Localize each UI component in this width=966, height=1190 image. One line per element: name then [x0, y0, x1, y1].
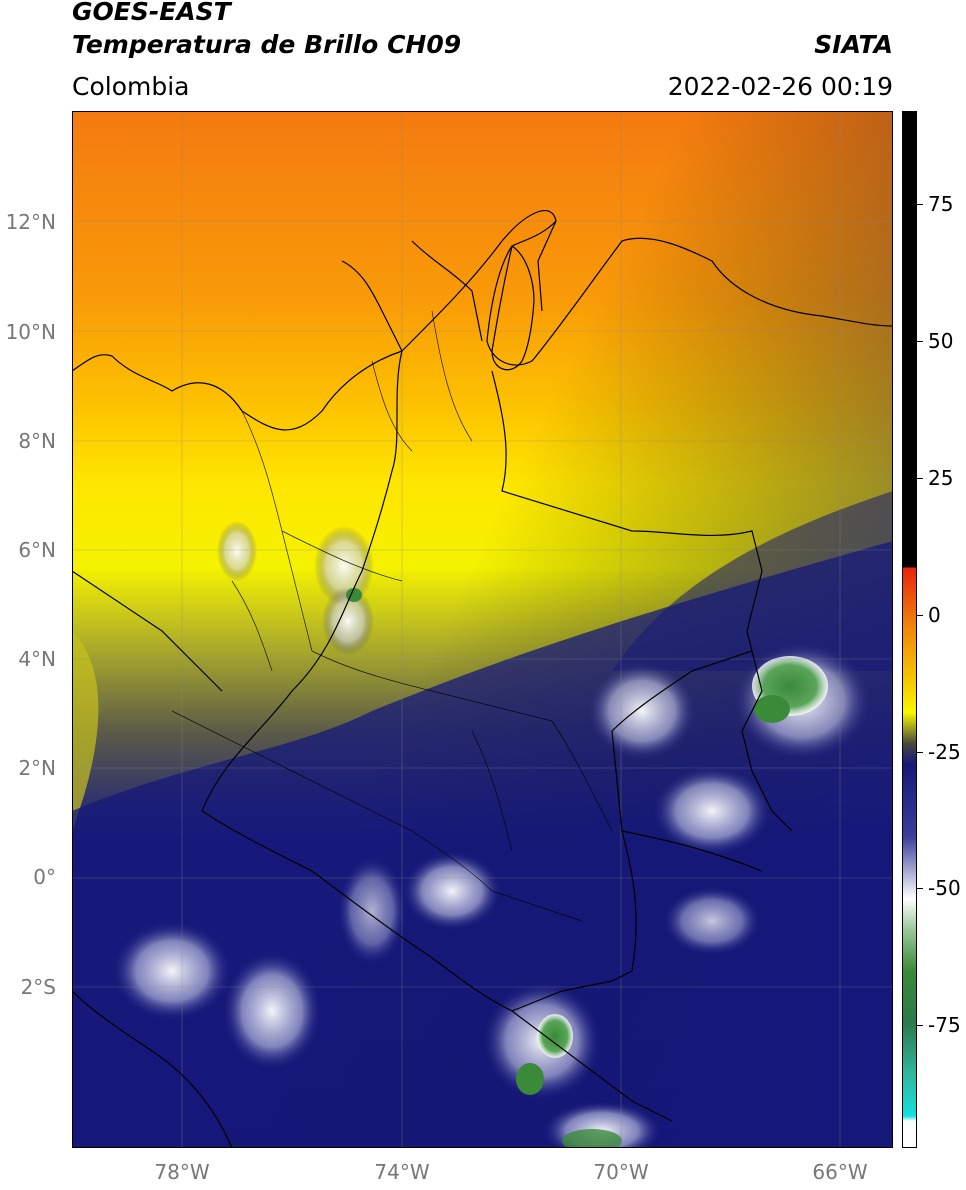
region-label: Colombia: [72, 72, 190, 101]
lon-label-66w: 66°W: [812, 1160, 868, 1184]
lat-label-12n: 12°N: [5, 210, 56, 234]
department-borders: [171, 310, 613, 922]
colorbar: [902, 111, 917, 1148]
lat-label-8n: 8°N: [18, 429, 56, 453]
colorbar-label-75: 75: [928, 192, 954, 216]
brightness-temperature-map: [72, 111, 893, 1148]
colorbar-label-minus50: -50: [928, 876, 961, 900]
lat-label-2n: 2°N: [18, 756, 56, 780]
cloud-clusters: [112, 521, 872, 1148]
colorbar-tick: [917, 1025, 923, 1026]
colorbar-tick: [917, 888, 923, 889]
satellite-title: GOES-EAST: [72, 0, 231, 26]
colorbar-tick: [917, 752, 923, 753]
lat-label-6n: 6°N: [18, 538, 56, 562]
lat-label-0: 0°: [33, 865, 56, 889]
borders: [72, 210, 893, 1148]
source-label: SIATA: [814, 30, 893, 59]
lon-label-74w: 74°W: [374, 1160, 430, 1184]
lon-label-70w: 70°W: [593, 1160, 649, 1184]
colorbar-label-minus75: -75: [928, 1013, 961, 1037]
lat-label-10n: 10°N: [5, 320, 56, 344]
cold-cloud-tops: [346, 588, 828, 1148]
colorbar-label-25: 25: [928, 466, 954, 490]
colorbar-tick: [917, 341, 923, 342]
colorbar-label-minus25: -25: [928, 740, 961, 764]
colorbar-label-0: 0: [928, 603, 941, 627]
map-frame: [72, 111, 893, 1148]
datetime-label: 2022-02-26 00:19: [667, 72, 893, 101]
colorbar-tick: [917, 615, 923, 616]
colorbar-tick: [917, 204, 923, 205]
product-title: Temperatura de Brillo CH09: [72, 30, 462, 59]
colorbar-tick: [917, 478, 923, 479]
lon-label-78w: 78°W: [154, 1160, 210, 1184]
colorbar-label-50: 50: [928, 329, 954, 353]
lat-label-4n: 4°N: [18, 647, 56, 671]
lat-label-2s: 2°S: [20, 975, 56, 999]
